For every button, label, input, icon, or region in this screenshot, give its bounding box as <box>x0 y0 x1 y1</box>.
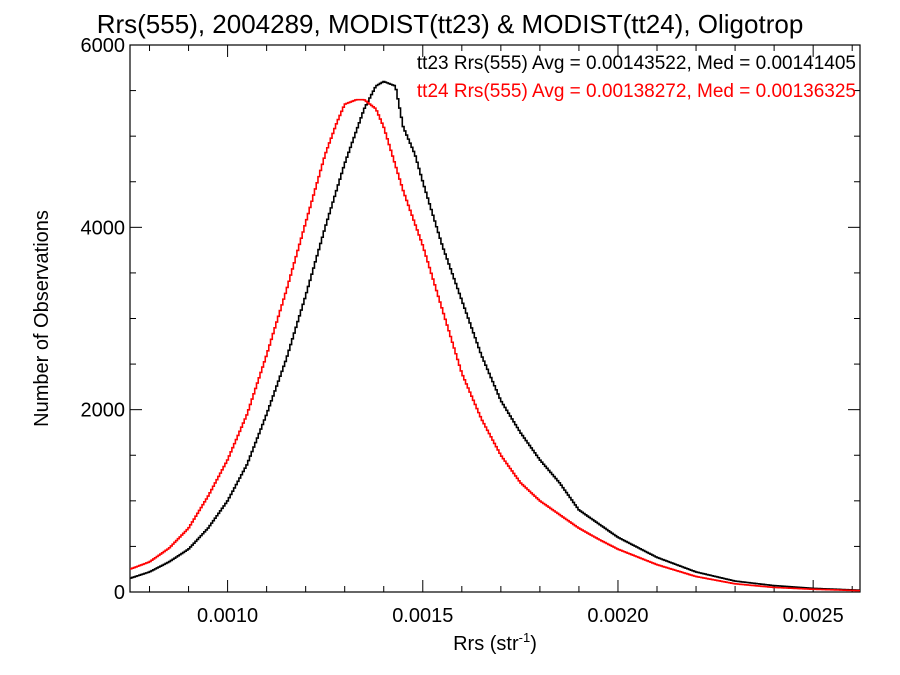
plot-frame <box>129 44 861 593</box>
series-layer <box>130 80 860 592</box>
y-tick-label: 0 <box>114 582 125 604</box>
series-line-tt23 <box>130 80 860 591</box>
x-axis: 0.0010 0.0015 0.0020 0.0025 <box>149 45 853 627</box>
y-axis: 0 2000 4000 6000 <box>81 35 860 604</box>
legend-entry-tt23: tt23 Rrs(555) Avg = 0.00143522, Med = 0.… <box>417 53 856 74</box>
plot-area: 0.0010 0.0015 0.0020 0.0025 0 2000 4000 6000 <box>81 35 861 627</box>
y-axis-label: Number of Observations <box>31 210 53 427</box>
x-tick-label: 0.0025 <box>783 605 844 627</box>
y-tick-label: 2000 <box>81 400 126 422</box>
x-tick-label: 0.0010 <box>197 605 258 627</box>
y-tick-label: 4000 <box>81 217 126 239</box>
x-axis-label: Rrs (str-1) <box>453 630 537 655</box>
chart-title: Rrs(555), 2004289, MODIST(tt23) & MODIST… <box>97 9 804 39</box>
x-tick-label: 0.0020 <box>587 605 648 627</box>
y-tick-label: 6000 <box>81 35 126 57</box>
series-line-tt24 <box>130 98 860 592</box>
x-tick-label: 0.0015 <box>392 605 453 627</box>
legend-entry-tt24: tt24 Rrs(555) Avg = 0.00138272, Med = 0.… <box>417 81 856 102</box>
